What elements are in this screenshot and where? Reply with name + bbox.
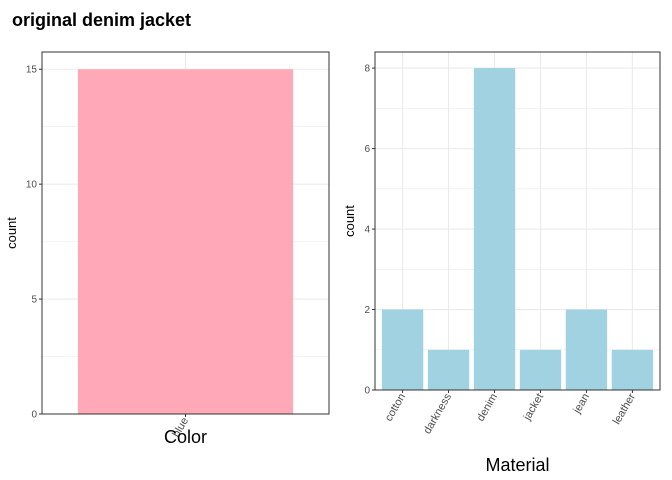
x-tick-label-jacket: jacket [521, 392, 546, 424]
y-tick-label: 15 [26, 65, 38, 76]
y-tick-label: 4 [364, 225, 370, 236]
panel-border [374, 51, 661, 391]
x-tick-label-cotton: cotton [383, 392, 408, 424]
x-axis-label: Material [485, 455, 549, 475]
x-axis-label: Color [164, 427, 207, 447]
y-axis-label: count [4, 217, 19, 249]
page-title: original denim jacket [12, 10, 192, 30]
y-tick-label: 0 [364, 386, 370, 397]
y-tick-label: 8 [364, 64, 370, 75]
y-tick-label: 6 [364, 144, 370, 155]
x-tick-label-darkness: darkness [421, 391, 454, 436]
bar-blue [77, 69, 294, 414]
bar-darkness [427, 349, 470, 390]
bar-denim [473, 68, 516, 390]
y-tick-label: 0 [31, 410, 37, 421]
bar-cotton [381, 309, 424, 390]
x-tick-label-leather: leather [611, 391, 638, 426]
bar-leather [611, 349, 654, 390]
y-tick-label: 2 [364, 305, 370, 316]
bar-jean [565, 309, 608, 390]
bar-jacket [519, 349, 562, 390]
x-tick-label-denim: denim [475, 391, 500, 423]
y-tick-label: 5 [31, 295, 37, 306]
y-tick-label: 10 [26, 180, 38, 191]
x-tick-label-jean: jean [571, 392, 592, 417]
y-axis-label: count [342, 205, 357, 237]
